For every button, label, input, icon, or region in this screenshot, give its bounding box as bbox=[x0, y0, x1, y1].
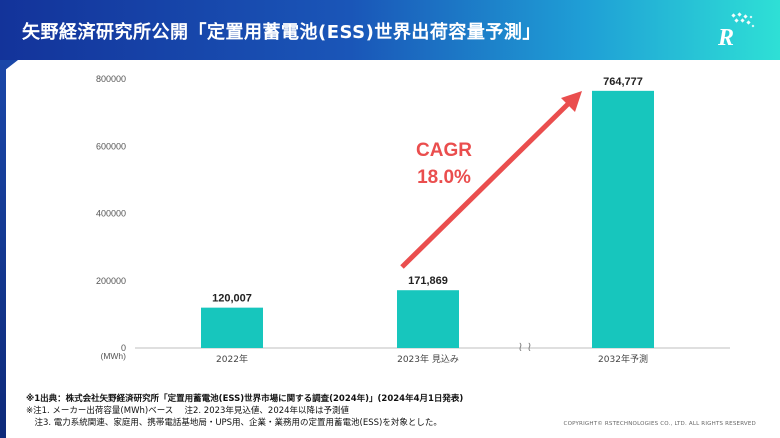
y-tick-label: 600000 bbox=[96, 141, 126, 151]
logo-letter: R bbox=[717, 25, 734, 50]
bar bbox=[592, 90, 654, 348]
bar bbox=[397, 290, 459, 348]
footnotes: ※1出典：株式会社矢野経済研究所「定置用蓄電池(ESS)世界市場に関する調査(2… bbox=[26, 393, 463, 429]
y-tick-label: 400000 bbox=[96, 209, 126, 219]
company-logo: R bbox=[717, 12, 755, 50]
x-category-label: 2023年 見込み bbox=[397, 353, 459, 365]
y-tick-label: 0 bbox=[121, 343, 126, 353]
y-tick-label: 200000 bbox=[96, 276, 126, 286]
bar-value-label: 120,007 bbox=[212, 293, 252, 305]
header-banner: 矢野経済研究所公開「定置用蓄電池(ESS)世界出荷容量予測」 R bbox=[0, 0, 780, 60]
cagr-arrow-head bbox=[561, 91, 582, 112]
x-category-label: 2032年予測 bbox=[598, 353, 648, 365]
y-tick-label: 800000 bbox=[96, 74, 126, 84]
footnote-note-1-2: ※注1. メーカー出荷容量(MWh)ベース 注2. 2023年見込値、2024年… bbox=[26, 406, 350, 416]
cagr-label: CAGR bbox=[416, 140, 472, 161]
footnote-source: ※1出典：株式会社矢野経済研究所「定置用蓄電池(ESS)世界市場に関する調査(2… bbox=[26, 394, 464, 404]
cagr-value: 18.0% bbox=[417, 167, 471, 188]
copyright-notice: COPYRIGHT© RSTECHNOLOGIES CO., LTD. ALL … bbox=[563, 421, 756, 427]
y-axis-unit-label: (MWh) bbox=[101, 351, 127, 361]
cagr-arrow-shaft bbox=[400, 102, 570, 269]
bar-value-label: 764,777 bbox=[603, 76, 643, 88]
bar-value-label: 171,869 bbox=[408, 275, 448, 287]
x-category-label: 2022年 bbox=[216, 353, 248, 365]
left-accent-bar bbox=[0, 60, 6, 438]
footnote-note-3: 注3. 電力系統関連、家庭用、携帯電話基地局・UPS用、企業・業務用の定置用蓄電… bbox=[26, 418, 442, 428]
axis-break-symbol: ≀ ≀ bbox=[518, 340, 532, 355]
bar bbox=[201, 307, 263, 348]
page-title: 矢野経済研究所公開「定置用蓄電池(ESS)世界出荷容量予測」 bbox=[22, 22, 541, 43]
